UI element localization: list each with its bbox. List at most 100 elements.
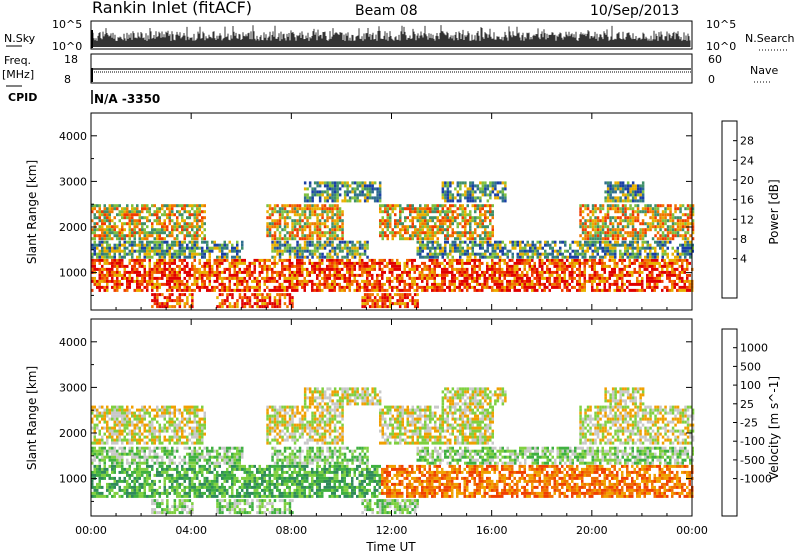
heatmap-cell	[359, 268, 362, 271]
heatmap-cell	[156, 283, 159, 286]
heatmap-cell	[341, 237, 344, 240]
heatmap-cell	[354, 274, 357, 277]
heatmap-cell	[432, 234, 435, 237]
heatmap-cell	[506, 286, 509, 289]
heatmap-cell	[176, 299, 179, 302]
heatmap-cell	[186, 256, 189, 259]
heatmap-cell	[607, 181, 610, 184]
heatmap-cell	[666, 277, 669, 280]
heatmap-cell	[449, 216, 452, 219]
heatmap-cell	[191, 234, 194, 237]
heatmap-cell	[301, 225, 304, 228]
heatmap-cell	[274, 222, 277, 225]
heatmap-cell	[176, 265, 179, 268]
heatmap-cell	[442, 222, 445, 225]
heatmap-cell	[484, 225, 487, 228]
heatmap-cell	[469, 228, 472, 231]
heatmap-cell	[407, 228, 410, 231]
heatmap-cell	[231, 250, 234, 253]
heatmap-cell	[306, 222, 309, 225]
heatmap-cell	[387, 237, 390, 240]
nsearch-tick-high: 10^5	[706, 18, 736, 31]
heatmap-cell	[371, 196, 374, 199]
heatmap-cell	[319, 271, 322, 274]
heatmap-cell	[496, 280, 499, 283]
heatmap-cell	[491, 274, 494, 277]
heatmap-cell	[489, 274, 492, 277]
heatmap-cell	[346, 187, 349, 190]
heatmap-cell	[184, 207, 187, 210]
heatmap-cell	[474, 190, 477, 193]
heatmap-cell	[351, 271, 354, 274]
heatmap-cell	[409, 299, 412, 302]
heatmap-cell	[467, 193, 470, 196]
heatmap-cell	[289, 250, 292, 253]
heatmap-cell	[281, 250, 284, 253]
heatmap-cell	[141, 228, 144, 231]
heatmap-cell	[569, 244, 572, 247]
heatmap-cell	[376, 193, 379, 196]
heatmap-cell	[496, 286, 499, 289]
heatmap-cell	[449, 193, 452, 196]
heatmap-cell	[364, 289, 367, 292]
heatmap-cell	[689, 207, 692, 210]
heatmap-cell	[109, 256, 112, 259]
heatmap-cell	[484, 283, 487, 286]
heatmap-cell	[129, 283, 132, 286]
heatmap-cell	[131, 253, 134, 256]
heatmap-cell	[339, 219, 342, 222]
heatmap-cell	[144, 234, 147, 237]
heatmap-cell	[649, 225, 652, 228]
heatmap-cell	[409, 219, 412, 222]
heatmap-cell	[171, 286, 174, 289]
heatmap-cell	[669, 280, 672, 283]
heatmap-cell	[146, 256, 149, 259]
heatmap-cell	[462, 250, 465, 253]
heatmap-cell	[561, 268, 564, 271]
heatmap-cell	[577, 241, 580, 244]
heatmap-cell	[99, 241, 102, 244]
heatmap-cell	[582, 204, 585, 207]
heatmap-cell	[421, 268, 424, 271]
heatmap-cell	[119, 204, 122, 207]
heatmap-cell	[284, 302, 287, 305]
heatmap-cell	[539, 256, 542, 259]
heatmap-cell	[689, 280, 692, 283]
heatmap-cell	[629, 231, 632, 234]
heatmap-cell	[106, 237, 109, 240]
heatmap-cell	[314, 213, 317, 216]
heatmap-cell	[329, 196, 332, 199]
heatmap-cell	[579, 244, 582, 247]
heatmap-cell	[467, 237, 470, 240]
heatmap-cell	[176, 250, 179, 253]
heatmap-cell	[672, 213, 675, 216]
heatmap-cell	[472, 219, 475, 222]
heatmap-cell	[284, 286, 287, 289]
heatmap-cell	[296, 283, 299, 286]
heatmap-cell	[101, 210, 104, 213]
heatmap-cell	[116, 271, 119, 274]
heatmap-cell	[486, 283, 489, 286]
heatmap-cell	[539, 253, 542, 256]
heatmap-cell	[96, 247, 99, 250]
heatmap-cell	[356, 187, 359, 190]
heatmap-cell	[271, 274, 274, 277]
heatmap-cell	[186, 210, 189, 213]
heatmap-cell	[379, 196, 382, 199]
heatmap-cell	[231, 305, 234, 308]
heatmap-cell	[169, 222, 172, 225]
heatmap-cell	[336, 207, 339, 210]
heatmap-cell	[384, 204, 387, 207]
heatmap-cell	[164, 274, 167, 277]
heatmap-cell	[594, 204, 597, 207]
heatmap-cell	[106, 250, 109, 253]
heatmap-cell	[111, 265, 114, 268]
heatmap-cell	[386, 289, 389, 292]
heatmap-cell	[196, 283, 199, 286]
heatmap-cell	[269, 268, 272, 271]
heatmap-cell	[607, 216, 610, 219]
heatmap-cell	[474, 219, 477, 222]
heatmap-cell	[324, 199, 327, 202]
heatmap-cell	[651, 277, 654, 280]
heatmap-cell	[649, 286, 652, 289]
